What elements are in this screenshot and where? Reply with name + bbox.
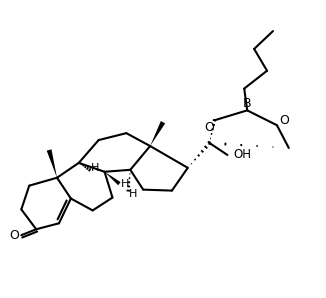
Polygon shape: [150, 121, 165, 146]
Polygon shape: [47, 149, 57, 178]
Text: O: O: [279, 114, 289, 127]
Text: H: H: [129, 189, 138, 198]
Text: O: O: [9, 229, 19, 242]
Text: H: H: [121, 179, 129, 189]
Text: B: B: [243, 97, 252, 110]
Text: OH: OH: [233, 148, 251, 162]
Text: H: H: [90, 163, 99, 173]
Text: O: O: [205, 121, 215, 134]
Polygon shape: [105, 172, 121, 185]
